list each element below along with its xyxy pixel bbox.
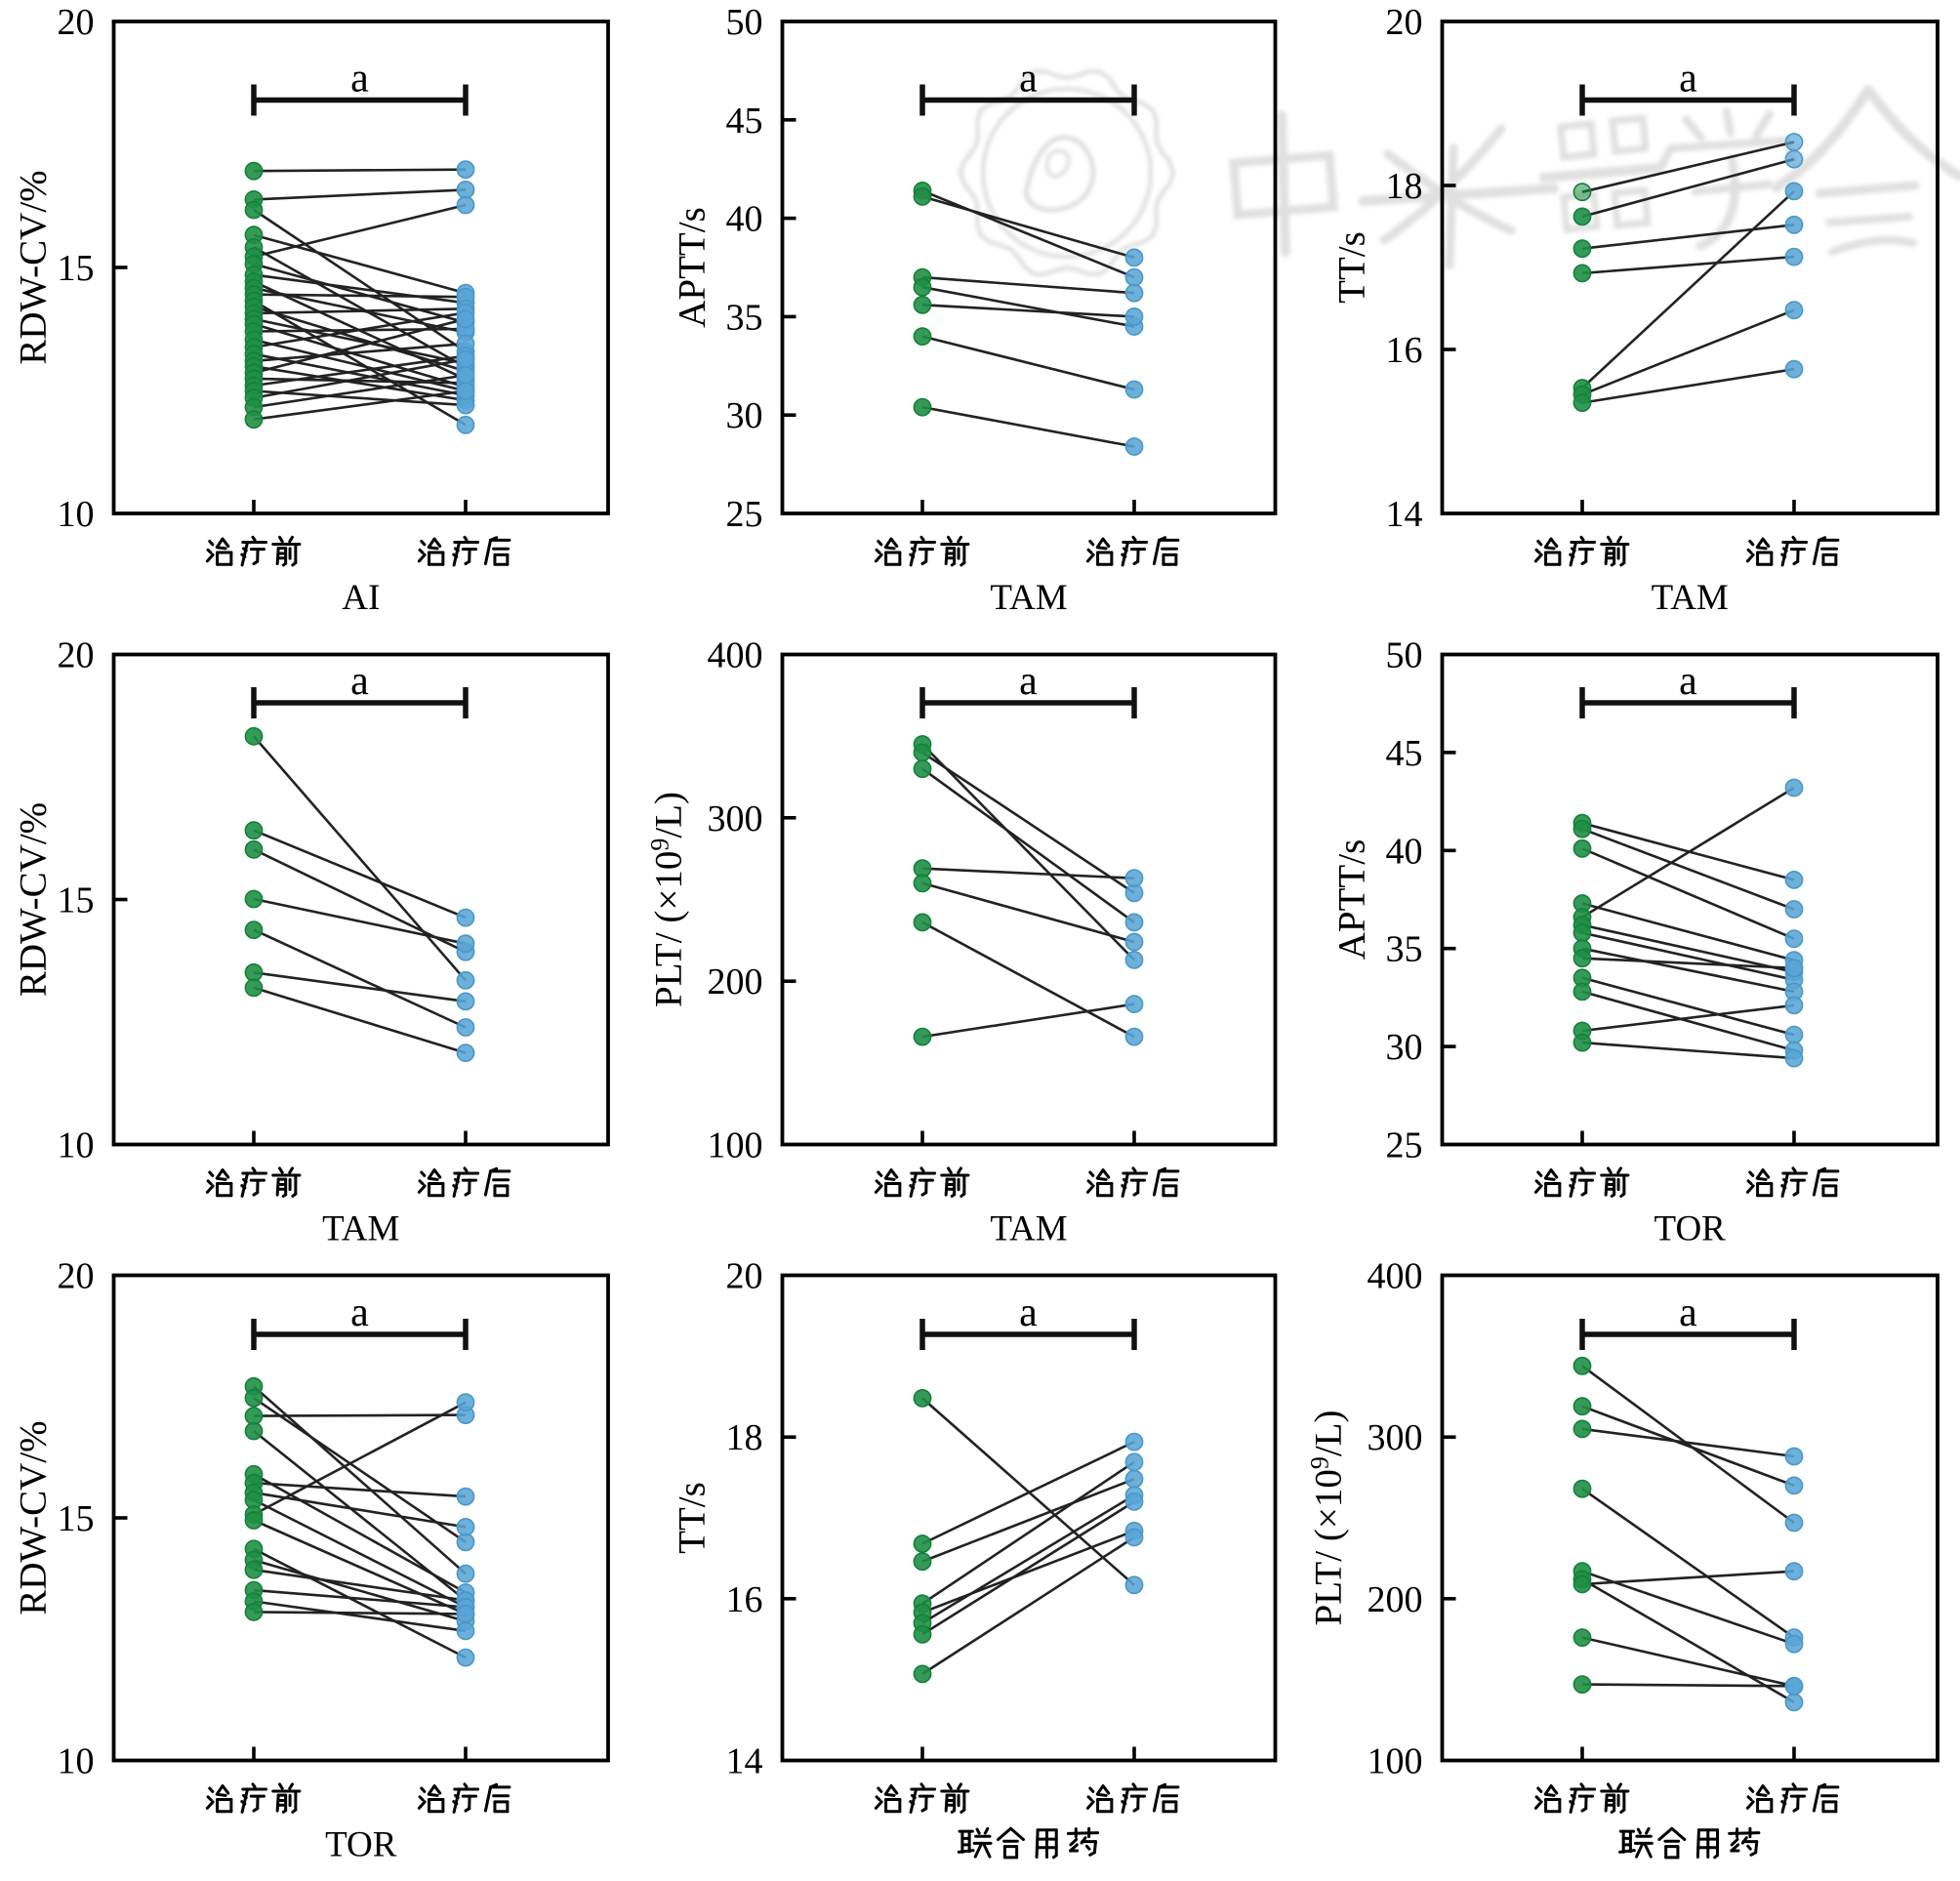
svg-text:100: 100 [1368,1741,1423,1782]
svg-text:a: a [1679,659,1697,704]
svg-text:10: 10 [58,494,95,535]
svg-text:TT/s: TT/s [672,1482,714,1554]
svg-text:400: 400 [708,635,763,676]
svg-text:35: 35 [726,297,763,338]
svg-text:18: 18 [726,1417,763,1458]
svg-text:a: a [1019,1290,1038,1335]
svg-text:16: 16 [1386,330,1423,371]
svg-text:TOR: TOR [325,1825,397,1865]
svg-text:20: 20 [1386,2,1423,43]
svg-text:TT/s: TT/s [1331,231,1373,304]
svg-text:APTT/s: APTT/s [672,207,714,328]
svg-text:300: 300 [1368,1417,1423,1458]
svg-text:TAM: TAM [1652,578,1729,618]
svg-text:TAM: TAM [322,1209,399,1249]
svg-text:15: 15 [58,1498,95,1539]
svg-text:45: 45 [726,101,763,142]
svg-text:TAM: TAM [990,1209,1067,1249]
svg-text:14: 14 [1386,494,1423,535]
svg-text:RDW-CV/%: RDW-CV/% [13,1420,55,1615]
svg-text:18: 18 [1386,166,1423,207]
svg-text:30: 30 [1386,1027,1423,1068]
svg-text:15: 15 [58,880,95,921]
svg-text:RDW-CV/%: RDW-CV/% [13,170,55,364]
svg-text:20: 20 [58,635,95,676]
svg-text:PLT/ (×109/L): PLT/ (×109/L) [646,792,690,1007]
svg-text:20: 20 [58,1256,95,1297]
svg-text:40: 40 [1386,831,1423,872]
svg-text:APTT/s: APTT/s [1331,839,1373,961]
svg-text:50: 50 [1386,635,1423,676]
svg-text:20: 20 [726,1256,763,1297]
svg-text:25: 25 [1386,1125,1423,1166]
svg-text:a: a [1019,659,1038,704]
svg-text:a: a [1679,1290,1697,1335]
svg-text:PLT/ (×109/L): PLT/ (×109/L) [1306,1411,1350,1626]
svg-text:15: 15 [58,248,95,289]
svg-text:40: 40 [726,199,763,240]
svg-text:TOR: TOR [1654,1209,1727,1249]
svg-text:100: 100 [708,1125,763,1166]
svg-text:10: 10 [58,1125,95,1166]
svg-text:35: 35 [1386,929,1423,970]
svg-text:10: 10 [58,1741,95,1782]
svg-text:16: 16 [726,1579,763,1620]
svg-text:a: a [350,57,369,102]
svg-text:a: a [350,659,369,704]
svg-text:TAM: TAM [990,578,1067,618]
svg-text:20: 20 [58,2,95,43]
svg-text:a: a [1679,57,1697,102]
svg-text:25: 25 [726,494,763,535]
svg-text:45: 45 [1386,733,1423,774]
svg-text:14: 14 [726,1741,763,1782]
svg-text:400: 400 [1368,1256,1423,1297]
svg-text:a: a [1019,57,1038,102]
svg-text:200: 200 [708,961,763,1002]
svg-text:200: 200 [1368,1579,1423,1620]
svg-text:AI: AI [342,578,380,618]
svg-text:RDW-CV/%: RDW-CV/% [13,802,55,997]
svg-text:50: 50 [726,2,763,43]
svg-text:30: 30 [726,395,763,436]
svg-text:a: a [350,1290,369,1335]
svg-text:300: 300 [708,798,763,839]
